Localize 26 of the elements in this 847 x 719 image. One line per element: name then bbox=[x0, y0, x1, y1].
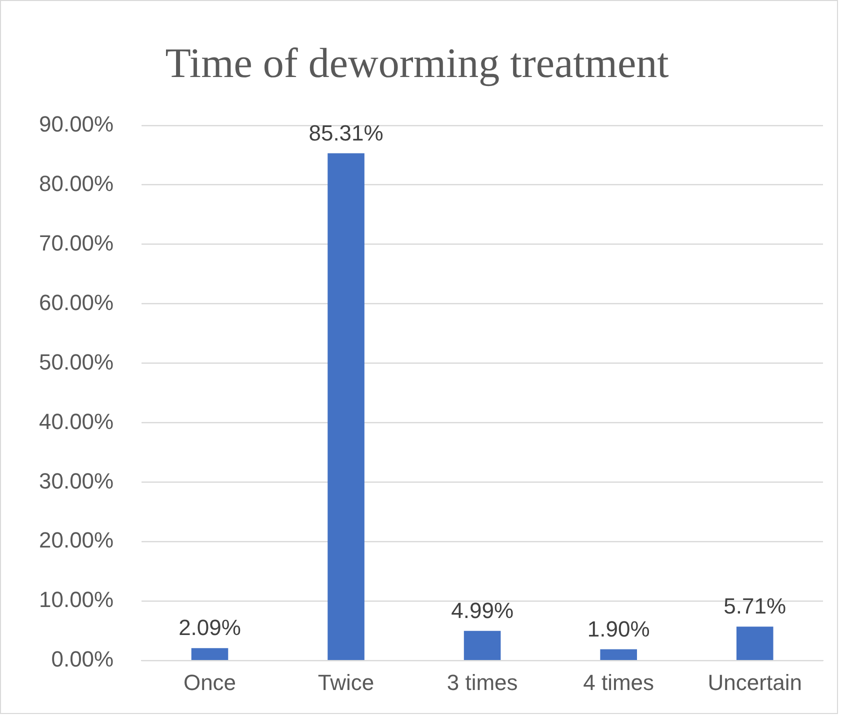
y-tick-label: 80.00% bbox=[38, 170, 114, 196]
y-tick-label: 20.00% bbox=[38, 528, 114, 553]
y-tick-label: 40.00% bbox=[38, 408, 114, 434]
y-tick-label: 30.00% bbox=[38, 468, 114, 494]
y-tick-label: 0.00% bbox=[51, 646, 114, 672]
x-tick-label: 4 times bbox=[583, 670, 654, 695]
bar bbox=[328, 153, 364, 660]
chart-title: Time of deworming treatment bbox=[165, 41, 670, 88]
bar bbox=[600, 649, 637, 660]
x-tick-label: Uncertain bbox=[708, 670, 802, 695]
bar bbox=[191, 648, 228, 660]
data-label: 4.99% bbox=[451, 598, 514, 623]
y-tick-label: 70.00% bbox=[38, 230, 114, 256]
x-tick-label: 3 times bbox=[446, 670, 518, 695]
y-tick-label: 10.00% bbox=[38, 587, 114, 612]
y-tick-label: 50.00% bbox=[38, 349, 114, 374]
x-tick-label: Twice bbox=[318, 670, 374, 695]
data-label: 2.09% bbox=[178, 615, 241, 640]
bar bbox=[736, 626, 774, 660]
y-tick-label: 90.00% bbox=[38, 111, 114, 136]
data-label: 5.71% bbox=[724, 594, 786, 619]
y-tick-label: 60.00% bbox=[38, 290, 114, 315]
data-label: 1.90% bbox=[587, 616, 650, 642]
x-tick-label: Once bbox=[183, 670, 236, 695]
data-label: 85.31% bbox=[308, 120, 384, 146]
bar bbox=[464, 630, 501, 660]
